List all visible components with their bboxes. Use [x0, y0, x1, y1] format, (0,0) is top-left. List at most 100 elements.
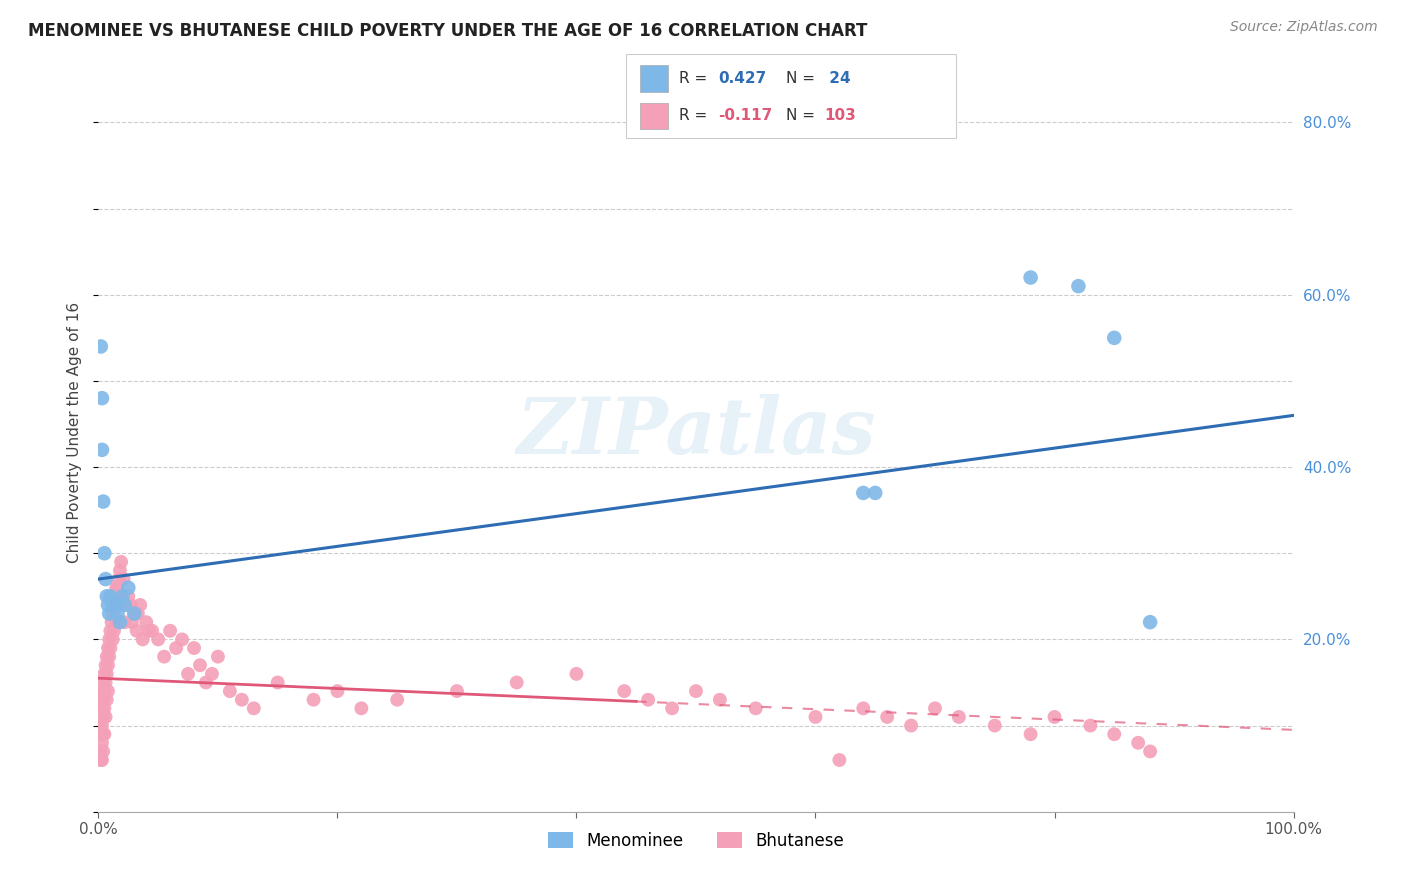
Point — [637, 692, 659, 706]
Point — [924, 701, 946, 715]
Point — [98, 590, 122, 604]
Point — [177, 666, 200, 681]
Point — [96, 692, 118, 706]
Point — [121, 615, 143, 630]
Point — [207, 649, 229, 664]
Point — [89, 744, 111, 758]
Text: 0.427: 0.427 — [718, 71, 766, 86]
Point — [91, 710, 114, 724]
Point — [91, 753, 114, 767]
Point — [107, 572, 129, 586]
Point — [148, 632, 170, 647]
Point — [110, 555, 132, 569]
Point — [131, 632, 153, 647]
Text: 103: 103 — [824, 109, 856, 123]
Point — [107, 607, 129, 621]
Point — [94, 710, 117, 724]
Point — [97, 684, 120, 698]
Point — [948, 710, 970, 724]
Point — [107, 581, 129, 595]
Point — [506, 675, 529, 690]
Point — [91, 684, 114, 698]
Point — [129, 598, 152, 612]
Point — [96, 590, 118, 604]
Point — [98, 632, 121, 647]
Point — [117, 581, 139, 595]
Point — [1128, 736, 1150, 750]
Point — [93, 701, 115, 715]
Text: 24: 24 — [824, 71, 851, 86]
Point — [98, 649, 121, 664]
Point — [195, 675, 218, 690]
Point — [1019, 270, 1042, 285]
Text: R =: R = — [679, 71, 713, 86]
Point — [188, 658, 211, 673]
Point — [98, 607, 121, 621]
Point — [103, 598, 125, 612]
Point — [828, 753, 851, 767]
Point — [114, 615, 136, 630]
Point — [115, 598, 138, 612]
Point — [90, 339, 112, 353]
Point — [565, 666, 588, 681]
Legend: Menominee, Bhutanese: Menominee, Bhutanese — [541, 825, 851, 856]
Point — [1104, 727, 1126, 741]
Point — [613, 684, 636, 698]
Point — [91, 442, 114, 457]
Point — [90, 753, 112, 767]
Point — [90, 727, 112, 741]
Point — [91, 494, 114, 508]
Point — [1104, 331, 1126, 345]
Point — [159, 624, 181, 638]
Point — [91, 744, 114, 758]
Point — [1139, 744, 1161, 758]
Point — [1043, 710, 1066, 724]
Point — [90, 701, 112, 715]
Text: ZIPatlas: ZIPatlas — [516, 394, 876, 471]
Point — [112, 572, 135, 586]
Point — [104, 590, 127, 604]
Point — [101, 632, 124, 647]
Point — [108, 598, 131, 612]
Point — [105, 598, 128, 612]
Point — [326, 684, 349, 698]
Point — [94, 658, 117, 673]
Y-axis label: Child Poverty Under the Age of 16: Child Poverty Under the Age of 16 — [67, 302, 83, 563]
Point — [120, 598, 142, 612]
Point — [94, 572, 117, 586]
Point — [91, 675, 114, 690]
Point — [103, 624, 125, 638]
Point — [165, 640, 187, 655]
Point — [350, 701, 373, 715]
Point — [91, 391, 114, 405]
Point — [172, 632, 194, 647]
Point — [127, 607, 149, 621]
Point — [876, 710, 898, 724]
Point — [153, 649, 176, 664]
Point — [243, 701, 266, 715]
Point — [105, 581, 128, 595]
Point — [93, 727, 115, 741]
Point — [984, 718, 1007, 732]
Point — [105, 615, 128, 630]
Point — [98, 640, 122, 655]
Point — [91, 701, 114, 715]
Point — [97, 598, 120, 612]
Point — [135, 615, 157, 630]
Point — [1067, 279, 1090, 293]
Point — [96, 649, 118, 664]
Point — [124, 607, 146, 621]
Point — [125, 624, 148, 638]
Text: N =: N = — [786, 71, 820, 86]
Point — [219, 684, 242, 698]
Point — [852, 701, 875, 715]
Point — [117, 590, 139, 604]
Point — [446, 684, 468, 698]
Point — [108, 564, 131, 578]
Point — [1019, 727, 1042, 741]
Point — [93, 666, 115, 681]
Point — [89, 692, 111, 706]
Text: Source: ZipAtlas.com: Source: ZipAtlas.com — [1230, 20, 1378, 34]
Point — [124, 607, 146, 621]
Point — [101, 598, 124, 612]
